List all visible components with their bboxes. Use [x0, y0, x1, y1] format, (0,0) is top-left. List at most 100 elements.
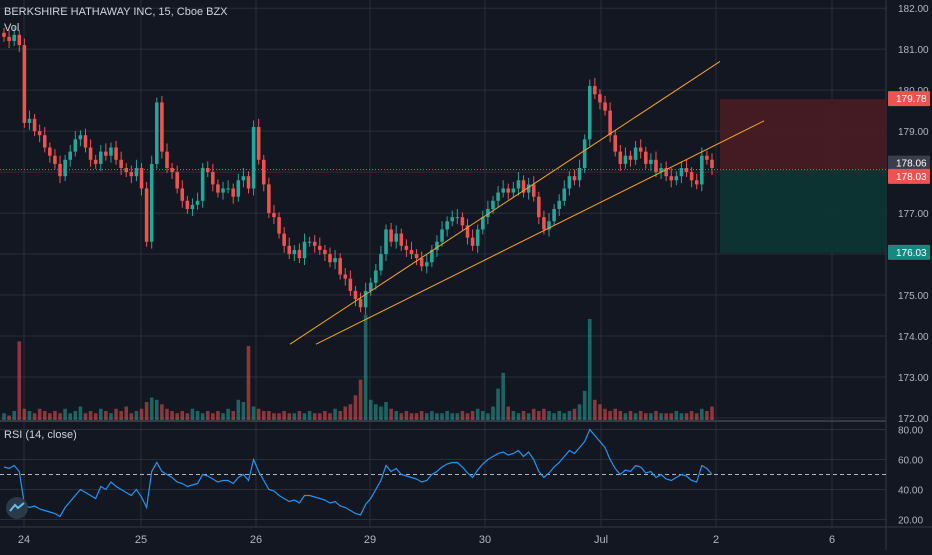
candle	[694, 173, 699, 190]
candle-body	[328, 254, 332, 263]
candle-body	[419, 258, 424, 267]
candle-body	[435, 241, 439, 250]
candle	[440, 221, 444, 247]
candle	[455, 208, 460, 225]
candle-body	[460, 217, 465, 226]
time-tick-label: 6	[829, 534, 835, 546]
candle	[475, 224, 480, 253]
volume-bar	[679, 413, 684, 420]
candle	[318, 237, 322, 255]
candle	[22, 38, 27, 128]
candle	[644, 146, 648, 169]
volume-bar	[475, 408, 480, 420]
candle	[93, 154, 98, 169]
candle-body	[348, 278, 353, 291]
candle	[114, 140, 118, 165]
candle	[144, 181, 149, 247]
candle	[343, 267, 348, 286]
candle	[78, 130, 83, 147]
rsi-tick-label: 20.00	[898, 516, 923, 527]
candle	[562, 180, 567, 206]
volume-bar	[272, 413, 276, 420]
volume-bar	[537, 411, 541, 420]
volume-bar	[684, 413, 689, 420]
candle-body	[633, 147, 638, 160]
volume-bar	[318, 413, 322, 420]
price-tick-label: 175.00	[898, 291, 929, 302]
volume-bar	[68, 413, 72, 420]
volume-bar	[251, 406, 256, 420]
volume-bar	[155, 399, 159, 420]
symbol-title: BERKSHIRE HATHAWAY INC, 15, Cboe BZX	[4, 6, 228, 18]
candle	[368, 277, 373, 296]
candle	[705, 150, 709, 165]
volume-bar	[633, 413, 638, 420]
volume-bar	[256, 408, 261, 420]
volume-bar	[674, 411, 679, 420]
volume-bar	[552, 413, 556, 420]
volume-bar	[83, 413, 88, 420]
volume-bar	[460, 411, 465, 420]
volume-bar	[63, 408, 67, 420]
volume-bar	[109, 413, 113, 420]
candle-body	[134, 168, 139, 177]
volume-bar	[205, 411, 210, 420]
candle	[700, 147, 704, 192]
price-tick-label: 172.00	[898, 414, 929, 425]
candle-body	[379, 254, 383, 271]
volume-bar	[114, 408, 118, 420]
volume-bar	[236, 399, 241, 420]
price-axis-panel	[886, 0, 932, 550]
volume-bar	[185, 413, 190, 420]
volume-bar	[7, 415, 11, 420]
candle-body	[506, 188, 511, 193]
candle-body	[582, 139, 587, 168]
candle	[180, 180, 185, 208]
rsi-tick-label: 40.00	[898, 486, 923, 497]
volume-bar	[267, 411, 271, 420]
time-tick-label: 30	[479, 534, 491, 546]
candle	[404, 239, 409, 257]
candle	[226, 180, 230, 194]
volume-bar	[165, 408, 169, 420]
candle-body	[318, 245, 322, 250]
candle	[297, 243, 302, 264]
candle	[27, 110, 32, 130]
candle	[2, 27, 6, 42]
candle	[689, 167, 694, 188]
candle-body	[613, 135, 618, 152]
volume-bar	[261, 411, 266, 420]
trendline	[315, 120, 765, 345]
candle	[669, 168, 674, 188]
candle-body	[37, 131, 42, 136]
candle-body	[246, 176, 251, 189]
volume-bar	[93, 413, 98, 420]
candle-body	[450, 217, 455, 222]
candle	[7, 30, 11, 48]
candle-body	[144, 188, 149, 242]
candle-body	[267, 184, 271, 214]
candle-body	[618, 151, 623, 164]
candle-body	[689, 172, 694, 181]
candle	[68, 145, 72, 167]
candle	[379, 245, 383, 276]
volume-bar	[531, 408, 536, 420]
candle-body	[374, 270, 378, 283]
candle	[134, 159, 139, 182]
candle	[323, 245, 327, 262]
volume-bar	[567, 411, 572, 420]
candle-body	[481, 217, 485, 230]
candle-body	[654, 159, 658, 173]
volume-bar	[358, 379, 363, 420]
candle-body	[272, 213, 276, 218]
candle	[618, 145, 623, 171]
candle	[374, 263, 378, 290]
candle-body	[501, 188, 505, 193]
candle	[511, 181, 516, 198]
candle-body	[608, 110, 612, 136]
candle-body	[302, 241, 307, 259]
candle	[312, 235, 317, 253]
candle	[481, 210, 485, 235]
